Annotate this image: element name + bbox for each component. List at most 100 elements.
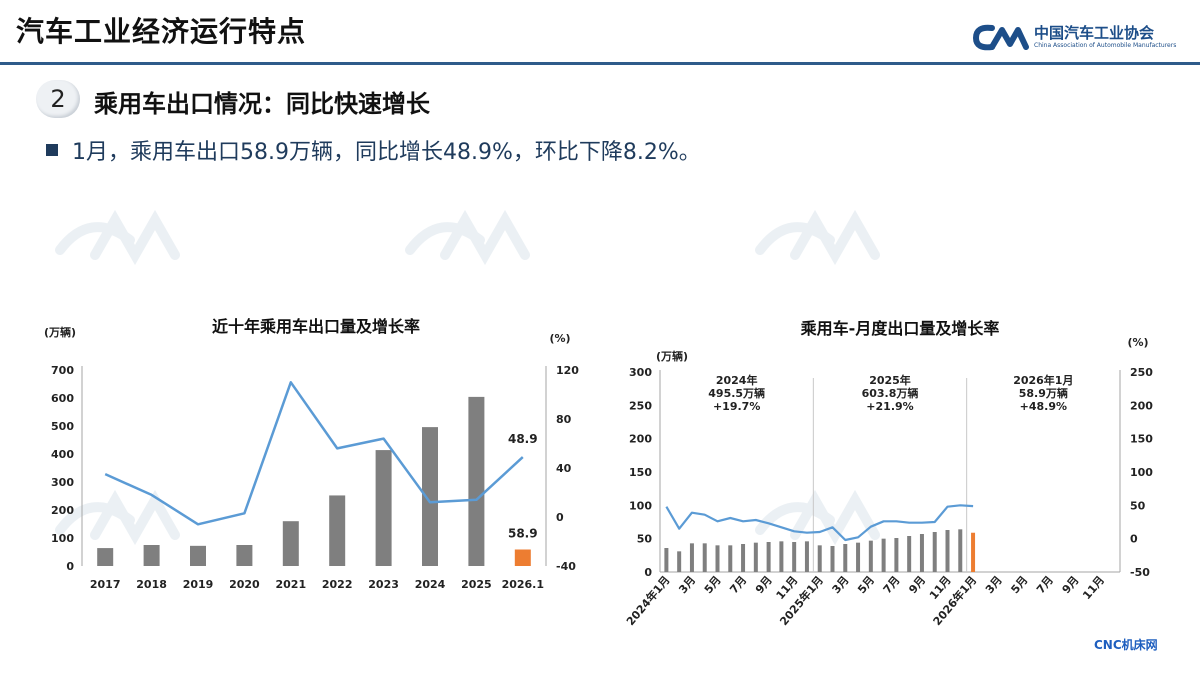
bar-7月 bbox=[741, 544, 746, 572]
y-tick-label: 200 bbox=[629, 433, 652, 446]
header-divider bbox=[0, 62, 1200, 65]
x-tick-label: 2017 bbox=[90, 578, 121, 591]
annotation-text: 603.8万辆 bbox=[862, 386, 919, 400]
y2-tick-label: 200 bbox=[1130, 399, 1153, 412]
bullet-square-icon bbox=[46, 144, 58, 156]
annotation-text: +21.9% bbox=[866, 400, 913, 413]
bar-8月 bbox=[753, 542, 758, 572]
page-title: 汽车工业经济运行特点 bbox=[16, 15, 307, 48]
y2-tick-label: 120 bbox=[556, 364, 579, 377]
x-tick-label: 3月 bbox=[830, 574, 852, 597]
y-tick-label: 100 bbox=[51, 532, 74, 545]
caam-logo-icon bbox=[972, 24, 1029, 51]
bar-4月 bbox=[856, 542, 861, 572]
y2-tick-label: 40 bbox=[556, 462, 572, 475]
y-tick-label: 400 bbox=[51, 448, 74, 461]
y2-tick-label: -50 bbox=[1130, 566, 1150, 579]
growth-rate-line bbox=[104, 381, 524, 526]
x-tick-label: 2023 bbox=[368, 578, 399, 591]
bar-2026年1月 bbox=[971, 532, 976, 572]
x-tick-label: 2024 bbox=[415, 578, 446, 591]
y2-tick-label: 50 bbox=[1130, 499, 1146, 512]
bar-2017 bbox=[97, 548, 114, 566]
logo-name-cn: 中国汽车工业协会 bbox=[1034, 24, 1155, 42]
bar-2019 bbox=[190, 545, 206, 566]
x-tick-label: 2021 bbox=[275, 578, 306, 591]
bar-12月 bbox=[958, 529, 963, 572]
annual-export-chart: 近十年乘用车出口量及增长率(万辆) (%)01002003004005006007… bbox=[44, 317, 579, 591]
annotation-text: 2024年 bbox=[716, 373, 758, 387]
x-tick-label: 9月 bbox=[1060, 574, 1082, 597]
bar-2021 bbox=[282, 521, 299, 566]
x-tick-label: 2019 bbox=[183, 578, 214, 591]
bar-7月 bbox=[894, 538, 899, 572]
annotation-text: 2025年 bbox=[869, 373, 911, 387]
chart-title: 近十年乘用车出口量及增长率 bbox=[212, 317, 420, 336]
bar-3月 bbox=[843, 544, 848, 572]
bar-9月 bbox=[919, 534, 924, 572]
y-axis-unit-label: (万辆) bbox=[44, 325, 76, 339]
y-tick-label: 300 bbox=[51, 476, 74, 489]
x-tick-label: 7月 bbox=[1034, 574, 1056, 597]
x-tick-label: 7月 bbox=[727, 574, 749, 597]
growth-rate-line bbox=[665, 504, 974, 542]
footer-watermark: CNC机床网 bbox=[1094, 638, 1158, 652]
bar-11月 bbox=[792, 542, 797, 572]
annotation-text: 495.5万辆 bbox=[708, 386, 765, 400]
x-tick-label: 5月 bbox=[1009, 574, 1031, 597]
bar-5月 bbox=[715, 545, 720, 572]
x-tick-label: 2018 bbox=[136, 578, 167, 591]
x-tick-label: 3月 bbox=[676, 574, 698, 597]
bar-6月 bbox=[881, 538, 886, 572]
bar-10月 bbox=[932, 532, 937, 572]
y-tick-label: 0 bbox=[66, 560, 74, 573]
bar-11月 bbox=[945, 530, 950, 572]
y-tick-label: 100 bbox=[629, 499, 652, 512]
y2-axis-unit-label: (%) bbox=[549, 332, 570, 345]
bar-3月 bbox=[689, 543, 694, 572]
x-tick-label: 2020 bbox=[229, 578, 260, 591]
bar-8月 bbox=[907, 536, 912, 572]
monthly-export-chart: 乘用车-月度出口量及增长率 (万辆) (%) 0 50 100 150 200 250 300 -5… bbox=[623, 319, 1153, 628]
bar-2020 bbox=[236, 545, 253, 566]
y-tick-label: 700 bbox=[51, 364, 74, 377]
annotation-text: +48.9% bbox=[1020, 400, 1067, 413]
y-tick-label: 50 bbox=[637, 533, 653, 546]
y-tick-label: 150 bbox=[629, 466, 652, 479]
y-tick-label: 600 bbox=[51, 392, 74, 405]
y2-tick-label: 100 bbox=[1130, 466, 1153, 479]
chart-title: 乘用车-月度出口量及增长率 bbox=[800, 319, 1000, 338]
data-label-volume: 58.9 bbox=[508, 527, 538, 541]
annotation-text: 2026年1月 bbox=[1013, 373, 1073, 387]
bar-2025 bbox=[468, 396, 485, 566]
y-tick-label: 500 bbox=[51, 420, 74, 433]
y2-tick-label: 0 bbox=[556, 511, 564, 524]
bar-10月 bbox=[779, 541, 784, 572]
bar-2023 bbox=[375, 450, 392, 566]
bar-2025年1月 bbox=[817, 545, 822, 572]
bar-2月 bbox=[830, 546, 835, 572]
x-tick-label: 11月 bbox=[1080, 574, 1107, 603]
x-tick-label: 3月 bbox=[983, 574, 1005, 597]
y2-tick-label: 0 bbox=[1130, 533, 1138, 546]
section-title: 乘用车出口情况：同比快速增长 bbox=[94, 90, 430, 118]
x-tick-label: 9月 bbox=[753, 574, 775, 597]
y-tick-label: 200 bbox=[51, 504, 74, 517]
bar-2022 bbox=[329, 495, 346, 566]
bar-4月 bbox=[702, 543, 707, 572]
bar-6月 bbox=[728, 545, 733, 572]
bar-2018 bbox=[143, 545, 160, 566]
x-tick-label: 2022 bbox=[322, 578, 353, 591]
y2-tick-label: 80 bbox=[556, 413, 572, 426]
logo-name-en: China Association of Automobile Manufact… bbox=[1034, 42, 1177, 49]
annotation-text: +19.7% bbox=[713, 400, 760, 413]
caam-logo: 中国汽车工业协会 China Association of Automobile… bbox=[972, 22, 1176, 54]
bar-2月 bbox=[677, 551, 682, 572]
summary-text: 1月，乘用车出口58.9万辆，同比增长48.9%，环比下降8.2%。 bbox=[72, 140, 701, 165]
x-tick-label: 2025 bbox=[461, 578, 492, 591]
y2-tick-label: -40 bbox=[556, 560, 576, 573]
x-tick-label: 5月 bbox=[702, 574, 724, 597]
y2-axis-unit-label: (%) bbox=[1127, 336, 1148, 349]
bar-9月 bbox=[766, 542, 771, 572]
x-tick-label: 7月 bbox=[881, 574, 903, 597]
